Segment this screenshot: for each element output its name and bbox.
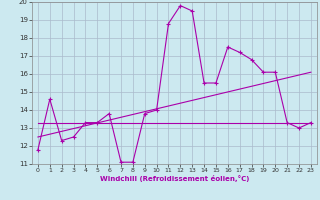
X-axis label: Windchill (Refroidissement éolien,°C): Windchill (Refroidissement éolien,°C) [100,175,249,182]
